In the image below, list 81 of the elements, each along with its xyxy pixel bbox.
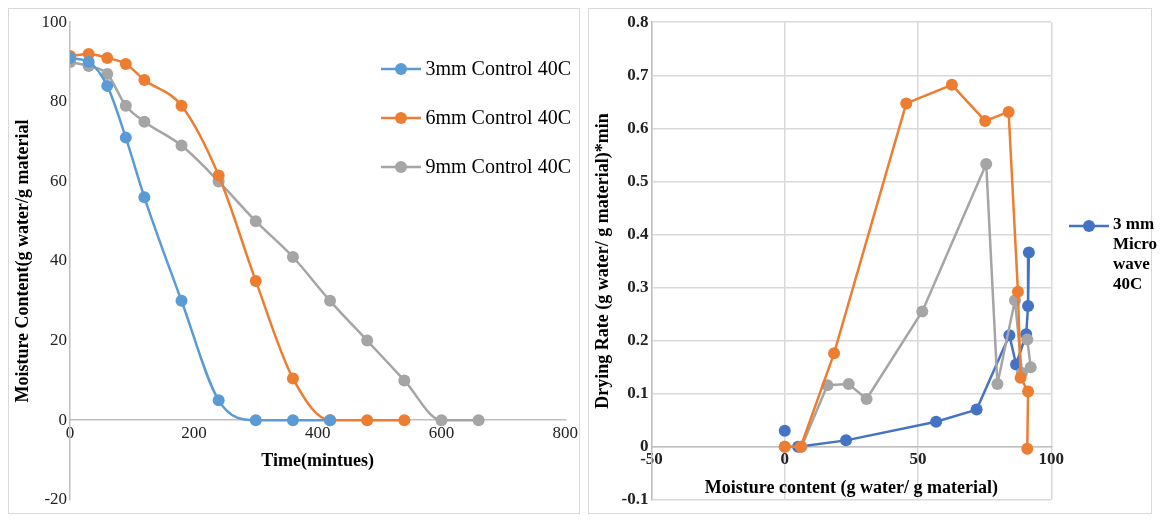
point bbox=[970, 403, 983, 416]
point bbox=[980, 157, 993, 170]
y-tick-label: 60 bbox=[50, 170, 68, 190]
y-axis-title: Drying Rate (g water/ g material)*min bbox=[592, 113, 614, 409]
point bbox=[138, 73, 151, 86]
point bbox=[1022, 385, 1035, 398]
legend-label: 9mm Control 40C bbox=[425, 155, 571, 178]
point bbox=[119, 57, 132, 70]
legend-label: 3 mm Micro wave 40C bbox=[1113, 214, 1158, 294]
legend-label: 3mm Control 40C bbox=[425, 57, 571, 80]
y-tick-label: 0.6 bbox=[627, 117, 649, 137]
y-tick-label: 0.5 bbox=[627, 170, 649, 190]
x-tick-label: 600 bbox=[428, 422, 455, 442]
point bbox=[212, 169, 225, 182]
point bbox=[361, 414, 374, 427]
point bbox=[82, 56, 95, 68]
point bbox=[1024, 361, 1037, 374]
point bbox=[1022, 246, 1035, 259]
x-tick-label: 800 bbox=[552, 422, 578, 442]
point bbox=[119, 99, 132, 112]
point bbox=[1022, 300, 1035, 313]
point bbox=[842, 378, 855, 391]
y-tick-label: 0.8 bbox=[627, 11, 649, 31]
y-axis-title: Moisture Content(g water/g material bbox=[12, 119, 34, 403]
point bbox=[286, 372, 299, 385]
point bbox=[398, 374, 411, 387]
point bbox=[249, 274, 262, 287]
point bbox=[398, 414, 411, 427]
x-tick-label: 400 bbox=[304, 422, 331, 442]
point bbox=[212, 394, 225, 407]
point bbox=[435, 414, 448, 427]
point bbox=[840, 434, 853, 447]
x-axis-title: Time(mintues) bbox=[261, 450, 375, 472]
legend-label: 6mm Control 40C bbox=[425, 106, 571, 129]
x-tick-label: 100 bbox=[1038, 449, 1064, 469]
y-tick-label: 80 bbox=[50, 91, 68, 111]
point bbox=[249, 414, 262, 427]
point bbox=[916, 305, 929, 318]
point bbox=[175, 99, 188, 112]
point bbox=[101, 52, 114, 65]
point bbox=[361, 334, 374, 347]
y-tick-label: 40 bbox=[50, 250, 68, 270]
x-tick-label: 200 bbox=[181, 422, 207, 442]
point bbox=[991, 378, 1004, 391]
point bbox=[138, 191, 151, 204]
y-tick-label: 0.4 bbox=[627, 223, 650, 243]
point bbox=[1021, 442, 1034, 455]
y-tick-label: 0.7 bbox=[627, 64, 650, 84]
point bbox=[101, 79, 114, 92]
point bbox=[175, 294, 188, 307]
y-tick-label: -20 bbox=[44, 489, 68, 509]
point bbox=[249, 215, 262, 228]
point bbox=[286, 414, 299, 427]
point bbox=[828, 347, 841, 360]
y-tick-label: 0.2 bbox=[627, 329, 649, 349]
point bbox=[1021, 333, 1034, 346]
x-tick-label: 50 bbox=[909, 449, 927, 469]
point bbox=[324, 294, 337, 307]
point bbox=[472, 414, 485, 427]
y-tick-label: 0 bbox=[58, 409, 68, 429]
point bbox=[175, 139, 188, 152]
y-tick-label: 100 bbox=[41, 11, 68, 31]
y-tick-label: 20 bbox=[50, 330, 68, 350]
point bbox=[945, 78, 958, 91]
point bbox=[860, 392, 873, 405]
point bbox=[778, 424, 791, 437]
point bbox=[119, 131, 132, 144]
x-axis-title: Moisture content (g water/ g material) bbox=[704, 476, 998, 498]
point bbox=[138, 115, 151, 128]
point bbox=[1014, 371, 1027, 384]
y-tick-label: 0.3 bbox=[627, 276, 649, 296]
point bbox=[101, 67, 114, 80]
y-tick-label: -0.1 bbox=[621, 489, 649, 509]
point bbox=[900, 97, 913, 110]
x-tick-label: 0 bbox=[780, 449, 790, 469]
point bbox=[930, 415, 943, 428]
point bbox=[286, 251, 299, 264]
point bbox=[1002, 105, 1015, 118]
point bbox=[979, 114, 992, 127]
y-tick-label: 0.1 bbox=[627, 383, 649, 403]
point bbox=[1011, 285, 1024, 298]
